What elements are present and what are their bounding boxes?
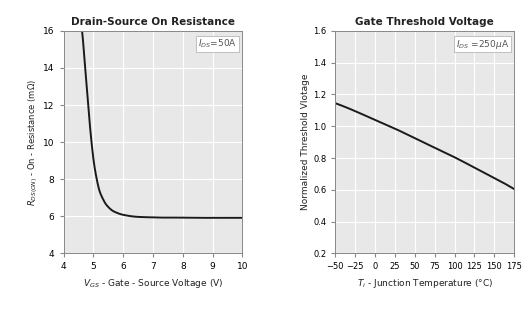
Y-axis label: Normalized Threshold Vlotage: Normalized Threshold Vlotage (301, 74, 310, 210)
Y-axis label: $R_{DS(ON)}$ - On - Resistance (m$\Omega$): $R_{DS(ON)}$ - On - Resistance (m$\Omega… (26, 78, 40, 206)
X-axis label: $T_i$ - Junction Temperature (°C): $T_i$ - Junction Temperature (°C) (357, 277, 493, 290)
Text: $I_{DS}$ =250$\mu$A: $I_{DS}$ =250$\mu$A (456, 38, 509, 51)
X-axis label: $V_{GS}$ - Gate - Source Voltage (V): $V_{GS}$ - Gate - Source Voltage (V) (83, 277, 223, 290)
Title: Gate Threshold Voltage: Gate Threshold Voltage (355, 17, 494, 27)
Title: Drain-Source On Resistance: Drain-Source On Resistance (71, 17, 235, 27)
Text: $I_{DS}$=50A: $I_{DS}$=50A (198, 38, 237, 50)
